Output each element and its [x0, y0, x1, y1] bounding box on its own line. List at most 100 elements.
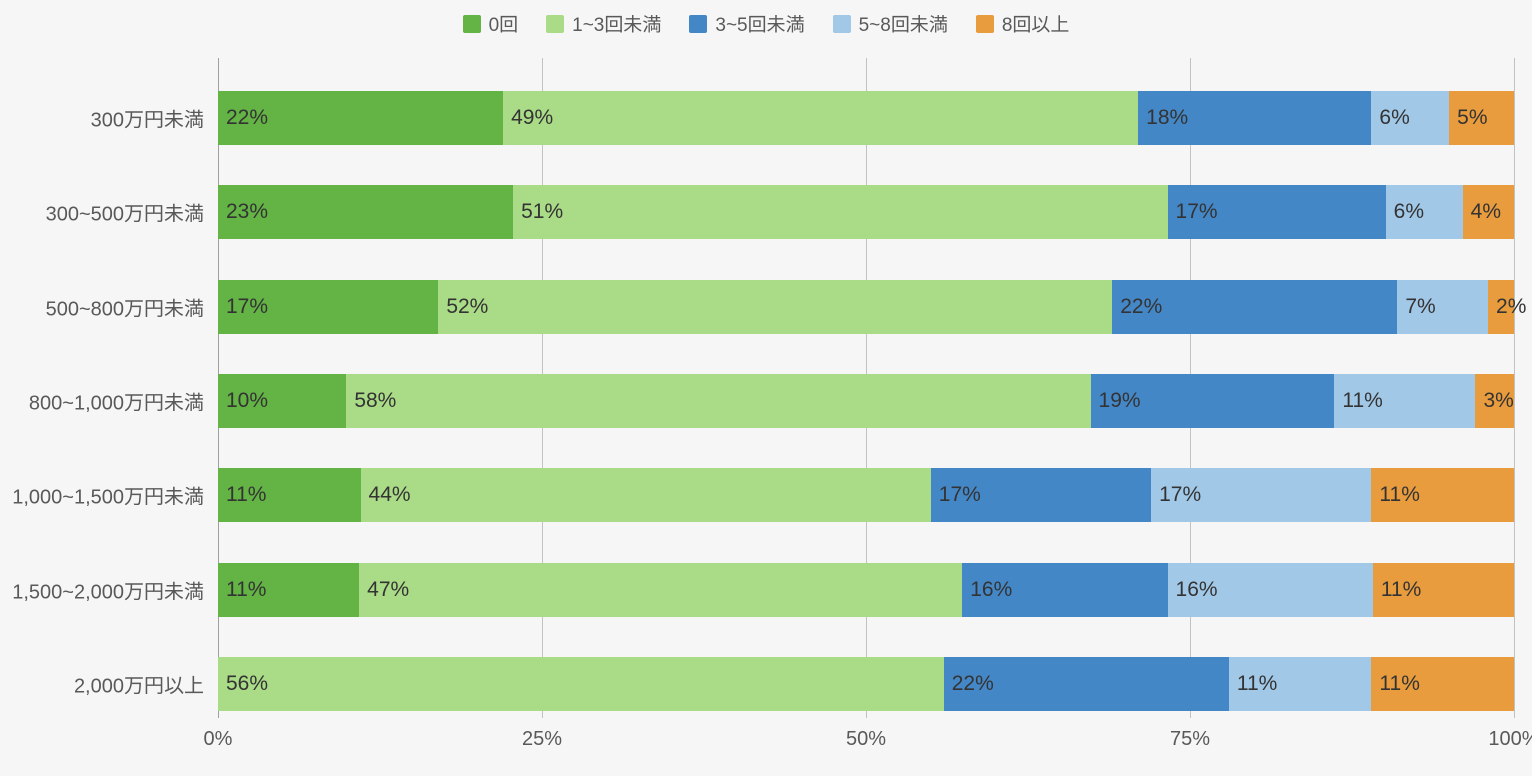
category-label: 300万円未満 [91, 104, 204, 133]
bar-value-label: 23% [218, 200, 268, 224]
category-label: 500~800万円未満 [46, 292, 204, 321]
bar-value-label: 11% [1373, 578, 1421, 602]
bar-track: 11% 47% 16% 16% 11% [218, 563, 1514, 617]
bar-value-label: 11% [218, 578, 266, 602]
bar-segment: 2% [1488, 280, 1514, 334]
bar-segment: 6% [1371, 91, 1449, 145]
x-tick-label: 50% [846, 728, 886, 751]
bar-segment: 5% [1449, 91, 1514, 145]
legend-item: 5~8回未満 [833, 10, 948, 37]
bar-value-label: 56% [218, 672, 268, 696]
bar-segment: 16% [1168, 563, 1373, 617]
bar-value-label: 7% [1397, 295, 1435, 319]
bar-row: 11%44%17%17%11% [218, 468, 1514, 522]
bar-segment: 17% [1168, 185, 1386, 239]
bar-value-label: 5% [1449, 106, 1487, 130]
bar-track: 10% 58% 19% 11% 3% [218, 374, 1514, 428]
bar-track: 11%44%17%17%11% [218, 468, 1514, 522]
legend-swatch [833, 15, 851, 33]
category-label: 1,500~2,000万円未満 [12, 575, 204, 604]
bar-track: 17%52% 22% 7% 2% [218, 280, 1514, 334]
bar-value-label: 49% [503, 106, 553, 130]
category-label: 800~1,000万円未満 [29, 386, 204, 415]
legend-label: 5~8回未満 [859, 10, 948, 37]
bar-row: 23% 51% 17% 6% 4% [218, 185, 1514, 239]
bar-segment: 11% [1229, 657, 1372, 711]
bar-value-label: 22% [944, 672, 994, 696]
bar-segment: 11% [1373, 563, 1514, 617]
bar-segment: 47% [359, 563, 962, 617]
bar-segment: 22% [218, 91, 503, 145]
bar-segment: 11% [218, 468, 361, 522]
bar-value-label: 52% [438, 295, 488, 319]
bar-segment: 58% [346, 374, 1090, 428]
bar-row: 11% 47% 16% 16% 11% [218, 563, 1514, 617]
bar-value-label: 11% [1371, 483, 1419, 507]
legend-item: 0回 [463, 10, 519, 37]
bar-track: 56% 22% 11% 11% [218, 657, 1514, 711]
bar-segment: 44% [361, 468, 931, 522]
bar-value-label: 11% [218, 483, 266, 507]
bar-value-label: 47% [359, 578, 409, 602]
legend-label: 3~5回未満 [715, 10, 804, 37]
bar-segment: 4% [1463, 185, 1514, 239]
bar-value-label: 10% [218, 389, 268, 413]
bar-segment: 17% [1151, 468, 1371, 522]
bar-segment: 17% [931, 468, 1151, 522]
x-tick-label: 0% [204, 728, 233, 751]
legend-item: 3~5回未満 [689, 10, 804, 37]
bar-segment: 11% [1334, 374, 1475, 428]
bar-segment: 52% [438, 280, 1112, 334]
bar-track: 22% 49% 18% 6% 5% [218, 91, 1514, 145]
legend: 0回 1~3回未満 3~5回未満 5~8回未満 8回以上 [0, 10, 1532, 37]
bar-value-label: 17% [1151, 483, 1201, 507]
bar-value-label: 58% [346, 389, 396, 413]
bar-value-label: 18% [1138, 106, 1188, 130]
legend-item: 1~3回未満 [546, 10, 661, 37]
bar-value-label: 6% [1386, 200, 1424, 224]
bar-segment: 10% [218, 374, 346, 428]
bar-row: 56% 22% 11% 11% [218, 657, 1514, 711]
bar-segment: 11% [218, 563, 359, 617]
bar-value-label: 22% [1112, 295, 1162, 319]
bar-value-label: 17% [931, 483, 981, 507]
bar-value-label: 3% [1475, 389, 1513, 413]
category-label: 1,000~1,500万円未満 [12, 481, 204, 510]
bar-segment: 7% [1397, 280, 1488, 334]
legend-label: 8回以上 [1002, 10, 1070, 37]
bar-segment: 3% [1475, 374, 1513, 428]
legend-label: 0回 [489, 10, 519, 37]
bar-segment: 6% [1386, 185, 1463, 239]
legend-swatch [976, 15, 994, 33]
bar-track: 23% 51% 17% 6% 4% [218, 185, 1514, 239]
x-tick-label: 100% [1488, 728, 1532, 751]
legend-label: 1~3回未満 [572, 10, 661, 37]
bar-row: 22% 49% 18% 6% 5% [218, 91, 1514, 145]
bar-segment: 49% [503, 91, 1138, 145]
category-label: 300~500万円未満 [46, 198, 204, 227]
x-tick-label: 75% [1170, 728, 1210, 751]
bar-value-label: 22% [218, 106, 268, 130]
bar-segment: 23% [218, 185, 513, 239]
bar-segment: 18% [1138, 91, 1371, 145]
bar-segment: 16% [962, 563, 1167, 617]
bar-value-label: 17% [1168, 200, 1218, 224]
bar-value-label: 2% [1488, 295, 1526, 319]
bar-value-label: 11% [1334, 389, 1382, 413]
bar-value-label: 11% [1371, 672, 1419, 696]
bar-segment: 17% [218, 280, 438, 334]
legend-item: 8回以上 [976, 10, 1070, 37]
x-tick-label: 25% [522, 728, 562, 751]
stacked-bar-chart: 0回 1~3回未満 3~5回未満 5~8回未満 8回以上 22% 49% 18% 6% 5% 23… [0, 0, 1532, 776]
bar-segment: 11% [1371, 657, 1514, 711]
bar-value-label: 16% [962, 578, 1012, 602]
bar-value-label: 51% [513, 200, 563, 224]
bar-value-label: 16% [1168, 578, 1218, 602]
bar-value-label: 4% [1463, 200, 1501, 224]
plot-area: 22%49%18%6%5%23%51%17%6%4%17%52%22%7%2%1… [218, 58, 1514, 718]
bar-value-label: 19% [1091, 389, 1141, 413]
bar-value-label: 11% [1229, 672, 1277, 696]
legend-swatch [546, 15, 564, 33]
bar-row: 17%52% 22% 7% 2% [218, 280, 1514, 334]
bar-value-label: 6% [1371, 106, 1409, 130]
